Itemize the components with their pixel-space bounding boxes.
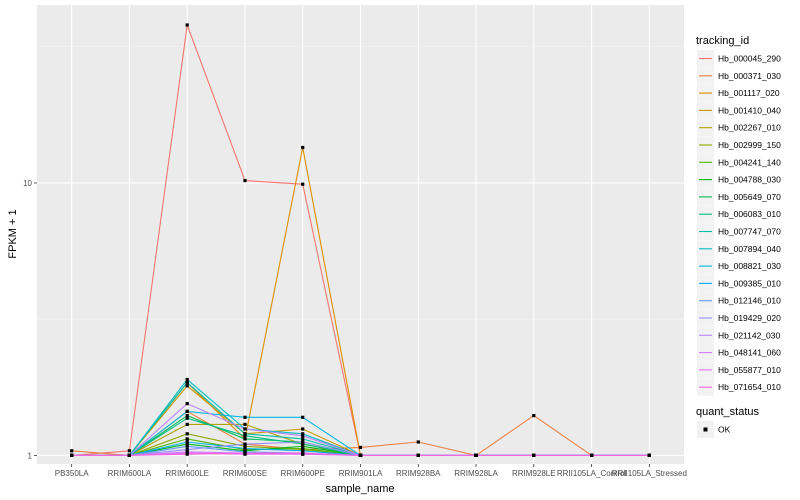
legend-label: Hb_000045_290 xyxy=(718,54,781,64)
data-point xyxy=(185,377,189,382)
y-tick-label: 1 xyxy=(28,451,33,460)
data-point xyxy=(301,434,305,438)
data-point xyxy=(185,448,189,452)
data-point xyxy=(185,422,189,426)
legend-label: Hb_021142_030 xyxy=(718,330,781,340)
x-tick-label: RRIM600SE xyxy=(223,469,267,478)
shape-legend-marker xyxy=(703,427,708,432)
x-tick-label: PB350LA xyxy=(55,469,89,478)
data-point xyxy=(301,451,305,455)
legend-label: Hb_002999_150 xyxy=(718,140,781,150)
data-point xyxy=(185,444,189,448)
legend-label: Hb_019429_020 xyxy=(718,313,781,323)
data-point xyxy=(70,449,74,453)
legend-label: Hb_004241_140 xyxy=(718,157,781,167)
legend-label: Hb_002267_010 xyxy=(718,123,781,133)
data-point xyxy=(358,445,363,449)
data-point xyxy=(301,446,305,451)
legend-label: Hb_007894_040 xyxy=(718,244,781,254)
data-point xyxy=(532,414,536,418)
data-point xyxy=(301,444,305,448)
data-point xyxy=(243,427,247,431)
y-axis: 1 10 xyxy=(23,179,37,460)
data-point xyxy=(185,452,189,456)
data-point xyxy=(532,453,536,457)
legend-label: Hb_055877_010 xyxy=(718,365,781,375)
data-point xyxy=(301,427,305,431)
data-point xyxy=(127,453,131,457)
x-tick-label: RRIM600LE xyxy=(165,469,209,478)
data-point xyxy=(127,449,131,453)
data-point xyxy=(185,414,189,418)
data-point xyxy=(590,453,594,457)
data-point xyxy=(243,432,247,436)
shape-legend-title: quant_status xyxy=(696,406,759,418)
legend-label: Hb_004788_030 xyxy=(718,175,781,185)
legend-label: Hb_005649_070 xyxy=(718,192,781,202)
legend-label: Hb_048141_060 xyxy=(718,348,781,358)
legend-label: Hb_012146_010 xyxy=(718,296,781,306)
x-tick-label: RRIM901LA xyxy=(339,469,383,478)
x-tick-label: RRIM600LA xyxy=(108,469,152,478)
data-point xyxy=(185,23,189,27)
data-point xyxy=(185,440,189,444)
shape-legend-item: OK xyxy=(697,421,731,438)
series-points xyxy=(70,23,651,457)
legend: tracking_id Hb_000045_290Hb_000371_030Hb… xyxy=(696,35,781,438)
x-axis-title: sample_name xyxy=(325,483,394,495)
x-tick-label: RRIM928LE xyxy=(512,469,556,478)
data-point xyxy=(301,145,305,150)
data-point xyxy=(185,442,189,446)
data-point xyxy=(243,434,247,438)
x-tick-label: RRII105LA_Control xyxy=(557,469,627,478)
x-tick-label: RRII105LA_Stressed xyxy=(612,469,687,478)
x-axis: PB350LA RRIM600LA RRIM600LE RRIM600SE RRIM60… xyxy=(55,464,687,478)
x-tick-label: RRIM928BA xyxy=(396,469,441,478)
data-point xyxy=(474,453,478,457)
data-point xyxy=(185,416,189,420)
legend-title: tracking_id xyxy=(696,35,749,47)
data-point xyxy=(243,422,247,426)
legend-label: Hb_071654_010 xyxy=(718,382,781,392)
data-point xyxy=(358,453,363,457)
data-point xyxy=(185,437,189,441)
data-point xyxy=(301,442,305,446)
data-point xyxy=(301,432,305,436)
data-point xyxy=(301,449,305,453)
legend-label: Hb_000371_030 xyxy=(718,71,781,81)
y-axis-title: FPKM + 1 xyxy=(7,209,19,258)
data-point xyxy=(243,179,247,183)
data-point xyxy=(243,442,247,446)
data-point xyxy=(185,384,189,388)
data-point xyxy=(243,437,247,441)
legend-label: Hb_001117_020 xyxy=(718,88,780,98)
data-point xyxy=(301,182,305,186)
data-point xyxy=(185,381,189,385)
data-point xyxy=(301,440,305,444)
data-point xyxy=(301,415,305,419)
x-tick-label: RRIM600PE xyxy=(280,469,324,478)
legend-label: Hb_006083_010 xyxy=(718,209,781,219)
data-point xyxy=(185,432,189,436)
legend-label: Hb_007747_070 xyxy=(718,227,781,237)
data-point xyxy=(416,440,420,444)
legend-label: Hb_008821_030 xyxy=(718,261,781,271)
data-point xyxy=(416,453,420,457)
data-point xyxy=(301,437,305,441)
shape-legend-label: OK xyxy=(718,425,731,435)
data-point xyxy=(185,409,189,413)
x-tick-label: RRIM928LA xyxy=(454,469,498,478)
legend-items: Hb_000045_290 Hb_000371_030 Hb_001117_020 H… xyxy=(697,50,781,396)
data-point xyxy=(647,453,651,457)
data-point xyxy=(70,453,74,457)
legend-label: Hb_009385_010 xyxy=(718,278,781,288)
data-point xyxy=(243,451,247,455)
data-point xyxy=(243,446,247,451)
y-tick-label: 10 xyxy=(23,179,32,188)
legend-label: Hb_001410_040 xyxy=(718,105,781,115)
data-point xyxy=(185,402,189,406)
data-point xyxy=(243,415,247,419)
data-point xyxy=(243,444,247,448)
